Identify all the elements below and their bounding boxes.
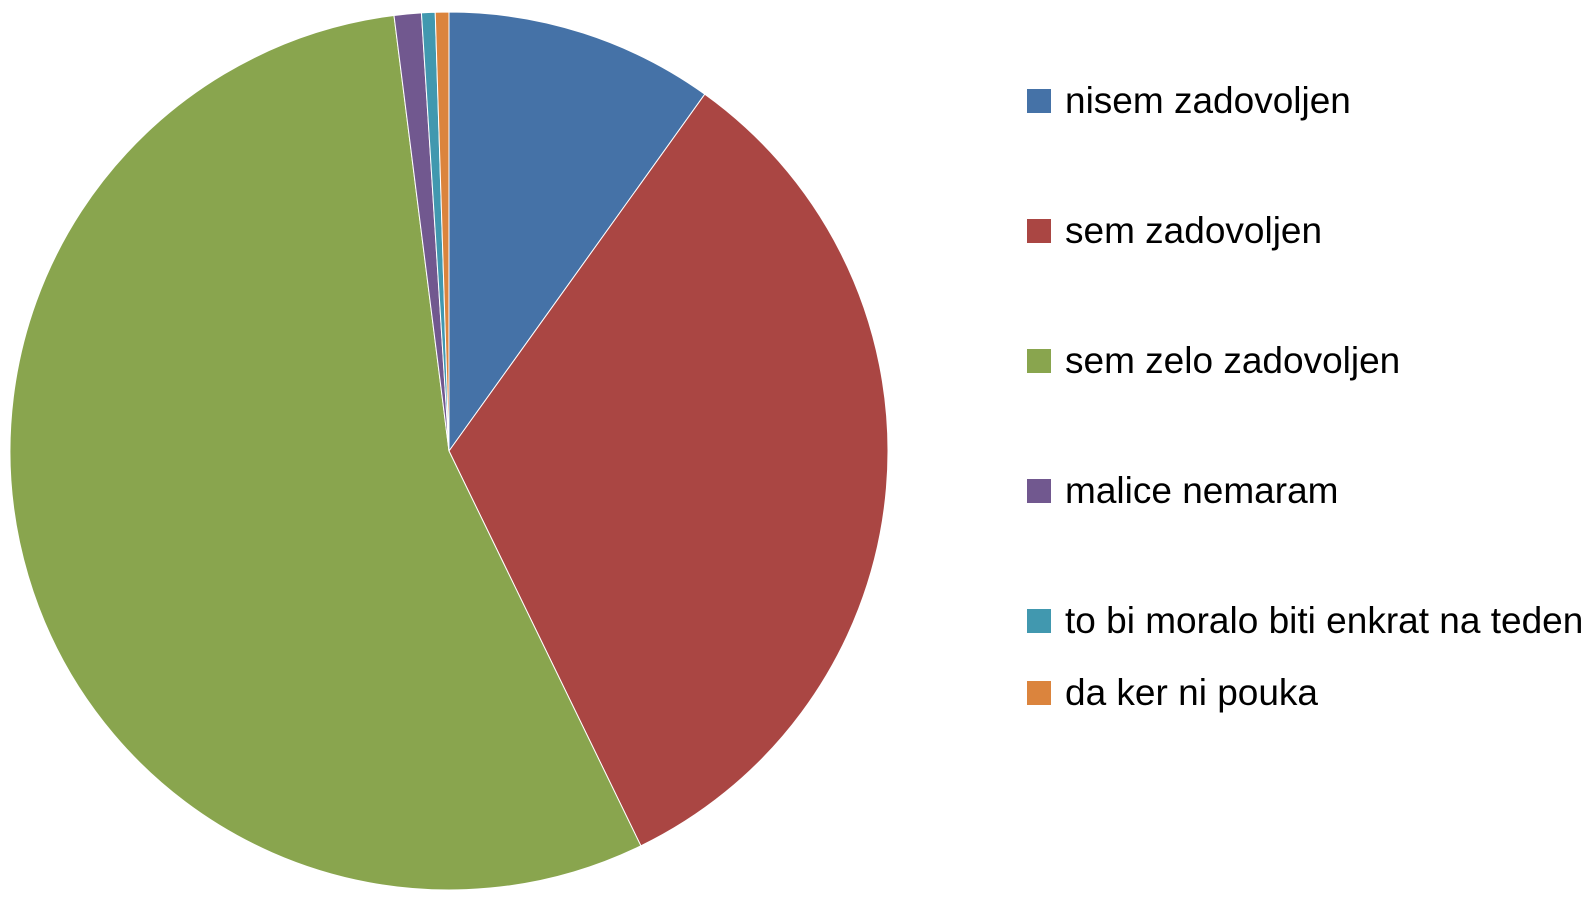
legend-swatch <box>1027 479 1051 503</box>
pie-slice <box>434 11 450 452</box>
legend-item: sem zadovoljen <box>1027 202 1587 260</box>
pie-slice <box>448 11 706 453</box>
legend-swatch <box>1027 609 1051 633</box>
legend-label: sem zelo zadovoljen <box>1065 340 1401 381</box>
legend-item: to bi moralo biti enkrat na teden <box>1027 592 1587 650</box>
legend-item: da ker ni pouka <box>1027 664 1587 722</box>
legend-item: sem zelo zadovoljen <box>1027 332 1587 390</box>
legend-label: sem zadovoljen <box>1065 210 1323 251</box>
legend-item: nisem zadovoljen <box>1027 72 1587 130</box>
legend-item: malice nemaram <box>1027 462 1587 520</box>
legend-swatch <box>1027 681 1051 705</box>
legend: nisem zadovoljen sem zadovoljen sem zelo z… <box>1027 72 1587 794</box>
pie-slice <box>9 14 642 891</box>
legend-label: to bi moralo biti enkrat na teden <box>1065 600 1584 641</box>
pie-slice <box>448 93 889 847</box>
legend-label: nisem zadovoljen <box>1065 80 1351 121</box>
legend-swatch <box>1027 219 1051 243</box>
legend-swatch <box>1027 89 1051 113</box>
legend-label: malice nemaram <box>1065 470 1339 511</box>
legend-swatch <box>1027 349 1051 373</box>
legend-label: da ker ni pouka <box>1065 672 1319 713</box>
